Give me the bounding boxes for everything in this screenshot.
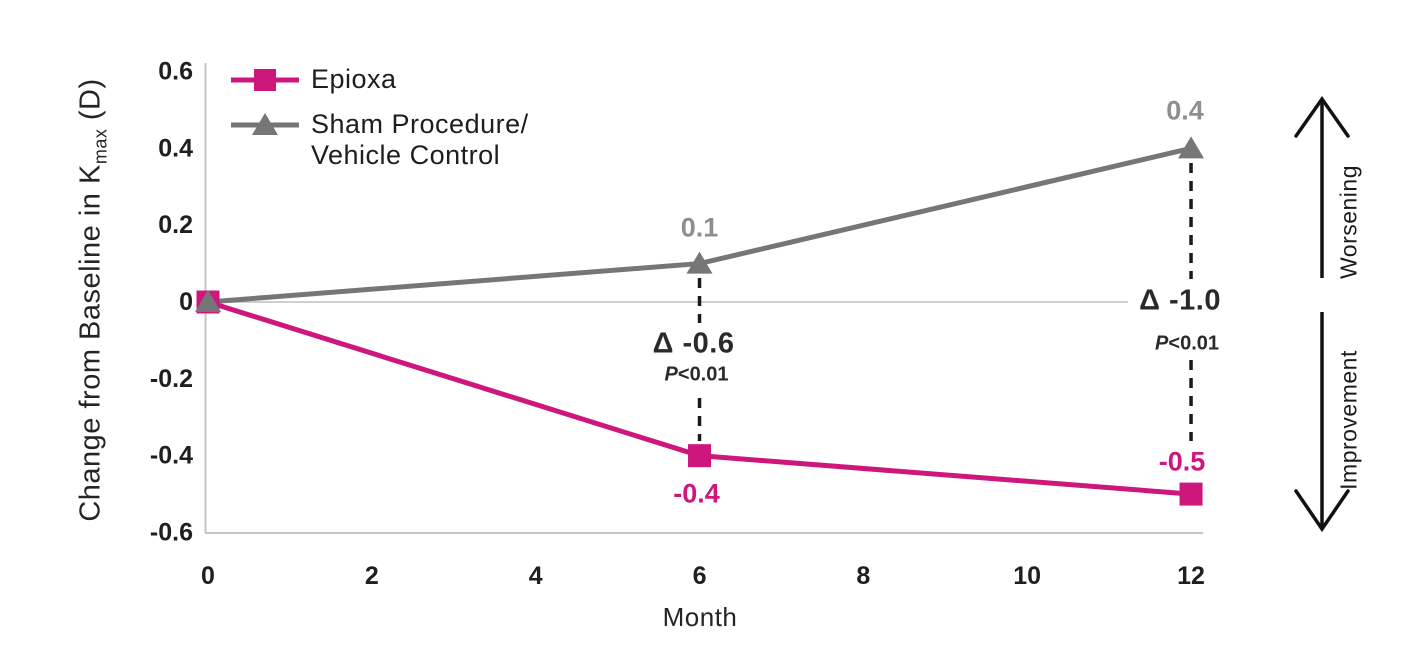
delta-label: Δ -1.0	[1139, 284, 1221, 317]
legend-label-sham: Sham Procedure/ Vehicle Control	[311, 109, 529, 171]
x-tick-label: 2	[365, 562, 379, 590]
delta-label: Δ -0.6	[652, 327, 735, 360]
sham-triangle-marker	[195, 290, 221, 312]
epioxa-square-marker	[688, 444, 712, 468]
epioxa-square-marker	[1179, 482, 1203, 506]
y-axis-title-suffix: (D)	[74, 78, 107, 129]
y-tick-label: 0.4	[158, 134, 193, 162]
legend-label-epioxa: Epioxa	[311, 64, 397, 94]
up-arrow-head-icon	[1294, 95, 1350, 138]
improvement-axis-annotation: Improvement	[1335, 350, 1362, 490]
p-value-label: P<0.01	[1155, 332, 1220, 355]
y-tick-label: 0.6	[158, 57, 193, 85]
sham-line-triangle-icon	[231, 113, 299, 135]
legend-label-sham-line2: Vehicle Control	[311, 140, 501, 170]
x-tick-label: 0	[201, 562, 215, 590]
legend-item-sham: Sham Procedure/ Vehicle Control	[229, 109, 529, 171]
sham-value-label: 0.4	[1166, 95, 1204, 126]
y-tick-label: 0	[179, 288, 193, 316]
y-tick-label: -0.4	[150, 442, 193, 470]
y-axis-title-prefix: Change from Baseline in K	[74, 164, 107, 522]
legend-label-sham-line1: Sham Procedure/	[311, 109, 529, 139]
y-tick-label: -0.6	[150, 519, 193, 547]
y-axis-title: Change from Baseline in Kmax (D)	[75, 78, 112, 521]
sham-value-label: 0.1	[680, 212, 719, 243]
x-tick-label: 4	[529, 562, 543, 590]
worsening-axis-annotation: Worsening	[1335, 164, 1362, 280]
x-axis-title: Month	[662, 602, 738, 632]
x-tick-label: 10	[1013, 562, 1041, 590]
down-arrow-head-icon	[1294, 489, 1350, 533]
p-value-label: P<0.01	[664, 363, 729, 386]
y-tick-label: 0.2	[158, 211, 193, 239]
y-axis-title-subscript: max	[90, 128, 111, 165]
x-tick-label: 8	[856, 562, 870, 590]
y-tick-label: -0.2	[150, 365, 193, 393]
sham-triangle-marker	[686, 251, 713, 274]
epioxa-line-square-icon	[231, 69, 299, 91]
epioxa-value-label: -0.5	[1158, 446, 1206, 477]
x-tick-label: 12	[1177, 562, 1205, 590]
legend-item-epioxa: Epioxa	[229, 64, 529, 95]
x-tick-label: 6	[693, 562, 707, 590]
legend: Epioxa Sham Procedure/ Vehicle Control	[229, 64, 529, 185]
epioxa-value-label: -0.4	[673, 478, 720, 509]
sham-triangle-marker	[1178, 136, 1205, 159]
